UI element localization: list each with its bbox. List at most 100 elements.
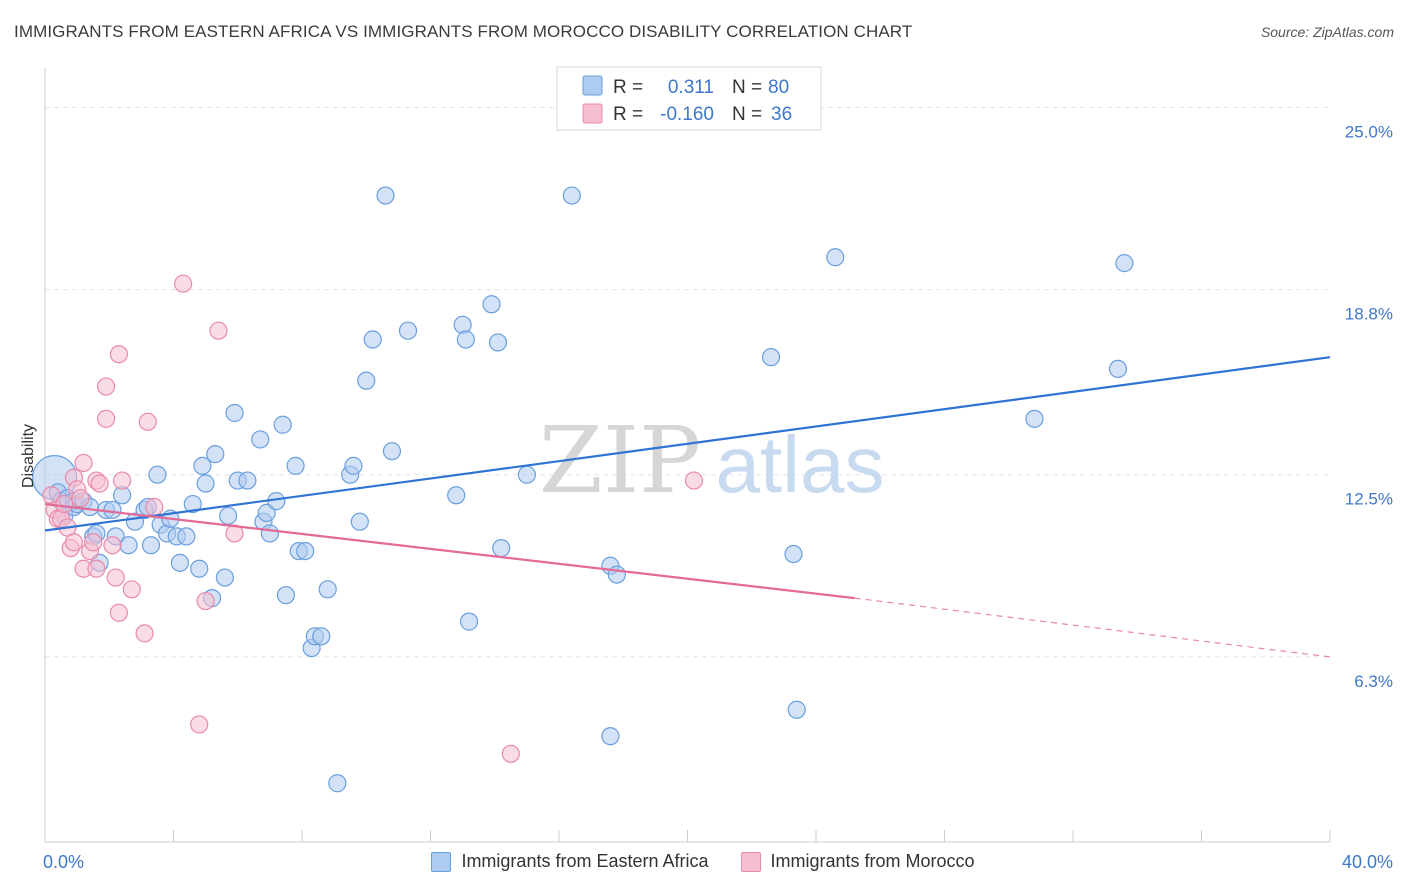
data-point	[141, 536, 161, 555]
data-point	[109, 603, 128, 622]
data-point	[363, 330, 382, 349]
axes	[44, 68, 1331, 843]
stats-r-label-blue: R =	[613, 77, 643, 98]
data-point	[193, 456, 212, 475]
data-point	[260, 524, 279, 543]
data-point	[206, 445, 225, 464]
stats-swatch-pink	[582, 103, 603, 124]
y-axis-label: Disability	[20, 424, 37, 488]
legend-label-eastern-africa: Immigrants from Eastern Africa	[461, 851, 709, 871]
data-point	[273, 415, 292, 434]
data-point	[122, 580, 141, 599]
data-point	[761, 348, 781, 367]
legend-label-morocco: Immigrants from Morocco	[770, 851, 975, 871]
data-point	[103, 500, 122, 520]
data-point	[138, 412, 157, 431]
data-point	[103, 536, 122, 555]
chart-title: IMMIGRANTS FROM EASTERN AFRICA VS IMMIGR…	[14, 22, 913, 41]
data-point	[382, 442, 402, 461]
data-point	[456, 330, 475, 349]
data-point	[106, 568, 125, 587]
data-point	[286, 456, 305, 475]
data-point	[148, 465, 167, 484]
watermark: ZIP atlas	[539, 407, 885, 514]
data-point	[1115, 254, 1134, 273]
data-point	[296, 541, 315, 561]
data-point	[174, 274, 193, 293]
stats-n-label-blue: N =	[732, 77, 762, 98]
stats-r-label-pink: R =	[613, 104, 643, 125]
stats-swatch-blue	[582, 75, 603, 96]
data-point	[109, 345, 128, 364]
data-point	[357, 371, 376, 390]
data-point	[684, 471, 704, 490]
data-point	[607, 565, 626, 584]
data-point	[488, 333, 508, 352]
legend-item-morocco[interactable]: Immigrants from Morocco	[740, 851, 975, 872]
data-point	[601, 727, 620, 746]
data-point	[170, 553, 190, 572]
data-point	[64, 533, 84, 552]
data-point	[492, 539, 511, 558]
stats-r-value-blue: 0.311	[668, 77, 714, 98]
data-point	[344, 456, 363, 475]
legend-swatch-pink	[740, 851, 761, 872]
data-point	[190, 715, 209, 734]
data-point	[318, 580, 337, 599]
x-tick-label-min: 0.0%	[43, 852, 84, 872]
data-point	[183, 494, 202, 514]
data-point	[74, 453, 93, 473]
stats-r-value-pink: -0.160	[660, 104, 714, 125]
data-point	[196, 474, 215, 493]
data-point	[112, 471, 132, 490]
stats-n-value-blue: 80	[768, 77, 789, 98]
data-point	[90, 474, 109, 493]
data-point	[219, 506, 238, 525]
data-point	[238, 471, 257, 490]
data-point	[55, 494, 74, 514]
data-point	[350, 512, 369, 531]
x-tick-labels: 0.0% 40.0%	[43, 852, 1393, 872]
data-point	[215, 568, 234, 587]
x-tick-label-max: 40.0%	[1342, 852, 1393, 872]
data-point	[190, 559, 209, 578]
data-point	[826, 248, 845, 267]
legend-swatch-blue	[431, 851, 452, 872]
data-point	[562, 186, 581, 205]
data-point	[177, 527, 196, 546]
data-point	[225, 403, 244, 423]
data-point	[1108, 359, 1128, 379]
trend-line-eastern-africa	[44, 356, 1331, 532]
trend-line-morocco-extension	[854, 597, 1331, 658]
data-point	[84, 533, 103, 552]
y-tick-label: 25.0%	[1345, 122, 1393, 141]
data-point	[251, 430, 270, 449]
data-point	[96, 409, 116, 428]
data-point	[784, 544, 803, 564]
legend-item-eastern-africa[interactable]: Immigrants from Eastern Africa	[431, 851, 709, 872]
data-point	[257, 503, 276, 522]
data-point	[482, 295, 501, 314]
data-point	[376, 186, 395, 205]
data-point	[398, 321, 418, 340]
y-tick-labels: 6.3% 12.5% 18.8% 25.0%	[1345, 122, 1393, 690]
series-morocco	[42, 274, 704, 763]
data-point	[96, 377, 116, 396]
stats-legend: R = 0.311 N = 80 R = -0.160 N = 36	[556, 66, 822, 131]
data-point	[328, 774, 347, 793]
data-point	[135, 624, 154, 643]
data-point	[787, 700, 806, 719]
data-point	[119, 536, 138, 555]
data-point	[145, 497, 164, 517]
data-point	[209, 321, 228, 340]
data-point	[312, 627, 331, 646]
stats-n-value-pink: 36	[771, 104, 792, 125]
source-label: Source: ZipAtlas.com	[1260, 24, 1394, 40]
data-point	[196, 591, 215, 611]
trend-lines	[44, 356, 1331, 658]
data-point	[459, 612, 479, 631]
watermark-atlas: atlas	[716, 420, 885, 509]
data-point	[517, 465, 536, 484]
y-tick-label: 6.3%	[1354, 672, 1393, 691]
